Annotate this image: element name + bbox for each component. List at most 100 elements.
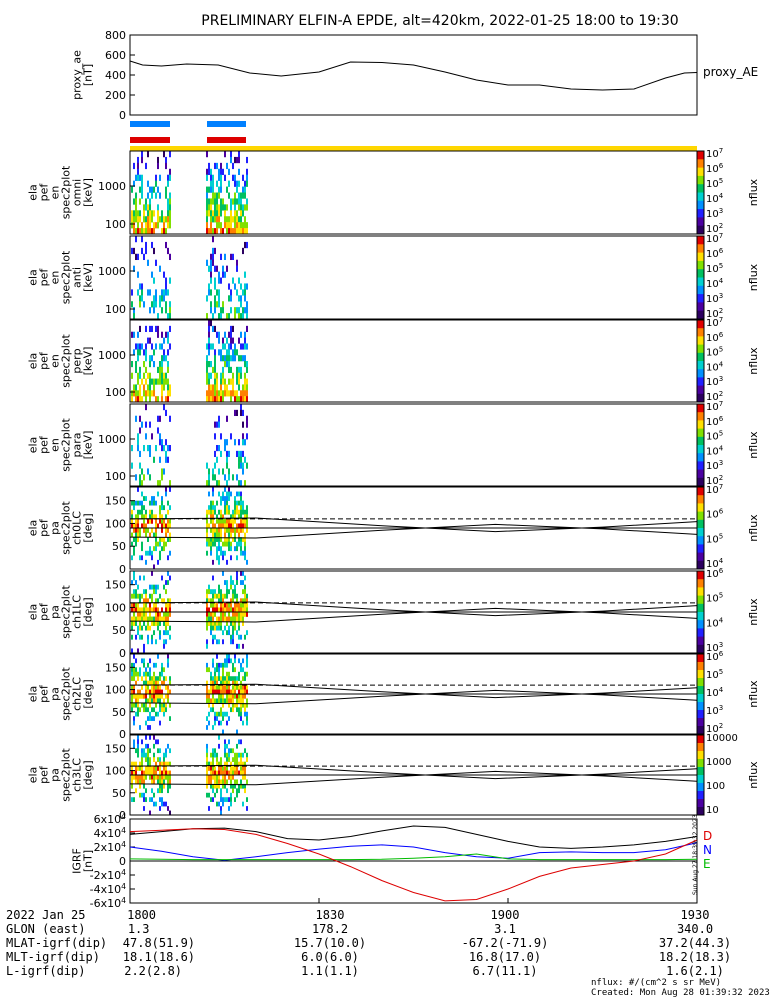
heatmap-cell	[135, 621, 137, 626]
heatmap-cell	[165, 450, 167, 458]
colorbar-segment	[697, 593, 704, 597]
heatmap-cell	[139, 415, 141, 422]
heatmap-cell	[145, 496, 147, 501]
heatmap-cell	[131, 186, 133, 193]
heatmap-cell	[222, 378, 224, 385]
heatmap-cell	[232, 748, 234, 754]
heatmap-cell	[147, 445, 149, 452]
heatmap-cell	[145, 671, 147, 677]
heatmap-cell	[240, 500, 242, 506]
heatmap-cell	[131, 532, 133, 538]
y-axis-label-line: ela	[27, 269, 40, 286]
heatmap-cell	[163, 775, 165, 780]
heatmap-cell	[131, 247, 133, 255]
heatmap-cell	[165, 602, 167, 608]
heatmap-cell	[240, 228, 242, 235]
panel-frame	[129, 34, 698, 116]
heatmap-cell	[145, 707, 147, 713]
heatmap-cell	[206, 602, 208, 608]
heatmap-cell	[161, 575, 163, 581]
heatmap-cell	[240, 301, 242, 308]
heatmap-cell	[212, 384, 214, 391]
heatmap-cell	[224, 384, 226, 391]
heatmap-cell	[157, 491, 159, 497]
colorbar-tick-label: 1000	[706, 757, 731, 768]
heatmap-cell	[220, 593, 222, 599]
heatmap-cell	[133, 546, 135, 552]
heatmap-cell	[242, 775, 244, 780]
heatmap-cell	[141, 616, 143, 622]
heatmap-cell	[133, 602, 135, 608]
heatmap-cell	[230, 528, 232, 533]
heatmap-cell	[232, 390, 234, 397]
heatmap-cell	[214, 301, 216, 308]
heatmap-cell	[159, 301, 161, 308]
heatmap-cell	[133, 349, 135, 356]
heatmap-cell	[155, 775, 157, 780]
heatmap-cell	[236, 366, 238, 374]
heatmap-cell	[218, 783, 220, 789]
heatmap-cell	[210, 775, 212, 780]
heatmap-cell	[232, 625, 234, 631]
heatmap-cell	[159, 593, 161, 599]
heatmap-cell	[133, 739, 135, 745]
colorbar-segment	[697, 793, 704, 796]
heatmap-cell	[208, 775, 210, 780]
heatmap-cell	[155, 523, 157, 529]
heatmap-cell	[222, 797, 224, 802]
heatmap-cell	[169, 575, 171, 581]
heatmap-cell	[234, 518, 236, 524]
colorbar-label: nflux	[747, 178, 760, 206]
heatmap-cell	[159, 518, 161, 524]
heatmap-cell	[224, 532, 226, 538]
heatmap-cell	[149, 307, 151, 314]
heatmap-cell	[131, 662, 133, 668]
heatmap-cell	[220, 378, 222, 385]
heatmap-cell	[208, 390, 210, 397]
heatmap-cell	[238, 625, 240, 631]
heatmap-cell	[246, 559, 248, 565]
igrf-legend-E: E	[703, 857, 711, 871]
heatmap-cell	[145, 198, 147, 205]
heatmap-cell	[234, 783, 236, 789]
heatmap-cell	[167, 378, 169, 385]
heatmap-cell	[143, 575, 145, 581]
heatmap-cell	[149, 607, 151, 613]
colorbar-segment	[697, 573, 704, 576]
heatmap-cell	[236, 593, 238, 599]
heatmap-cell	[167, 761, 169, 767]
heatmap-cell	[244, 634, 246, 640]
heatmap-cell	[155, 621, 157, 626]
heatmap-cell	[137, 433, 139, 440]
colorbar-segment	[697, 511, 704, 515]
heatmap-cell	[236, 770, 238, 776]
heatmap-cell	[230, 491, 232, 497]
heatmap-cell	[139, 301, 141, 308]
heatmap-cell	[155, 532, 157, 538]
heatmap-cell	[226, 580, 228, 585]
heatmap-cell	[145, 222, 147, 229]
colorbar-tick-label: 107	[706, 147, 723, 160]
heatmap-cell	[244, 378, 246, 385]
heatmap-cell	[222, 337, 224, 344]
colorbar-segment	[697, 716, 704, 719]
heatmap-cell	[206, 743, 208, 749]
heatmap-cell	[147, 550, 149, 556]
colorbar-segment	[697, 432, 704, 436]
colorbar-segment	[697, 215, 704, 218]
heatmap-cell	[141, 694, 143, 699]
heatmap-cell	[157, 689, 159, 695]
heatmap-cell	[135, 766, 137, 771]
heatmap-cell	[157, 584, 159, 590]
heatmap-cell	[242, 518, 244, 524]
heatmap-cell	[147, 757, 149, 762]
heatmap-cell	[230, 222, 232, 229]
heatmap-cell	[224, 797, 226, 802]
heatmap-cell	[236, 792, 238, 798]
heatmap-cell	[230, 523, 232, 529]
heatmap-cell	[222, 680, 224, 686]
colorbar-segment	[697, 473, 704, 477]
heatmap-cell	[216, 779, 218, 785]
heatmap-cell	[224, 607, 226, 613]
y-axis-label-line: spec2plot	[60, 250, 73, 304]
